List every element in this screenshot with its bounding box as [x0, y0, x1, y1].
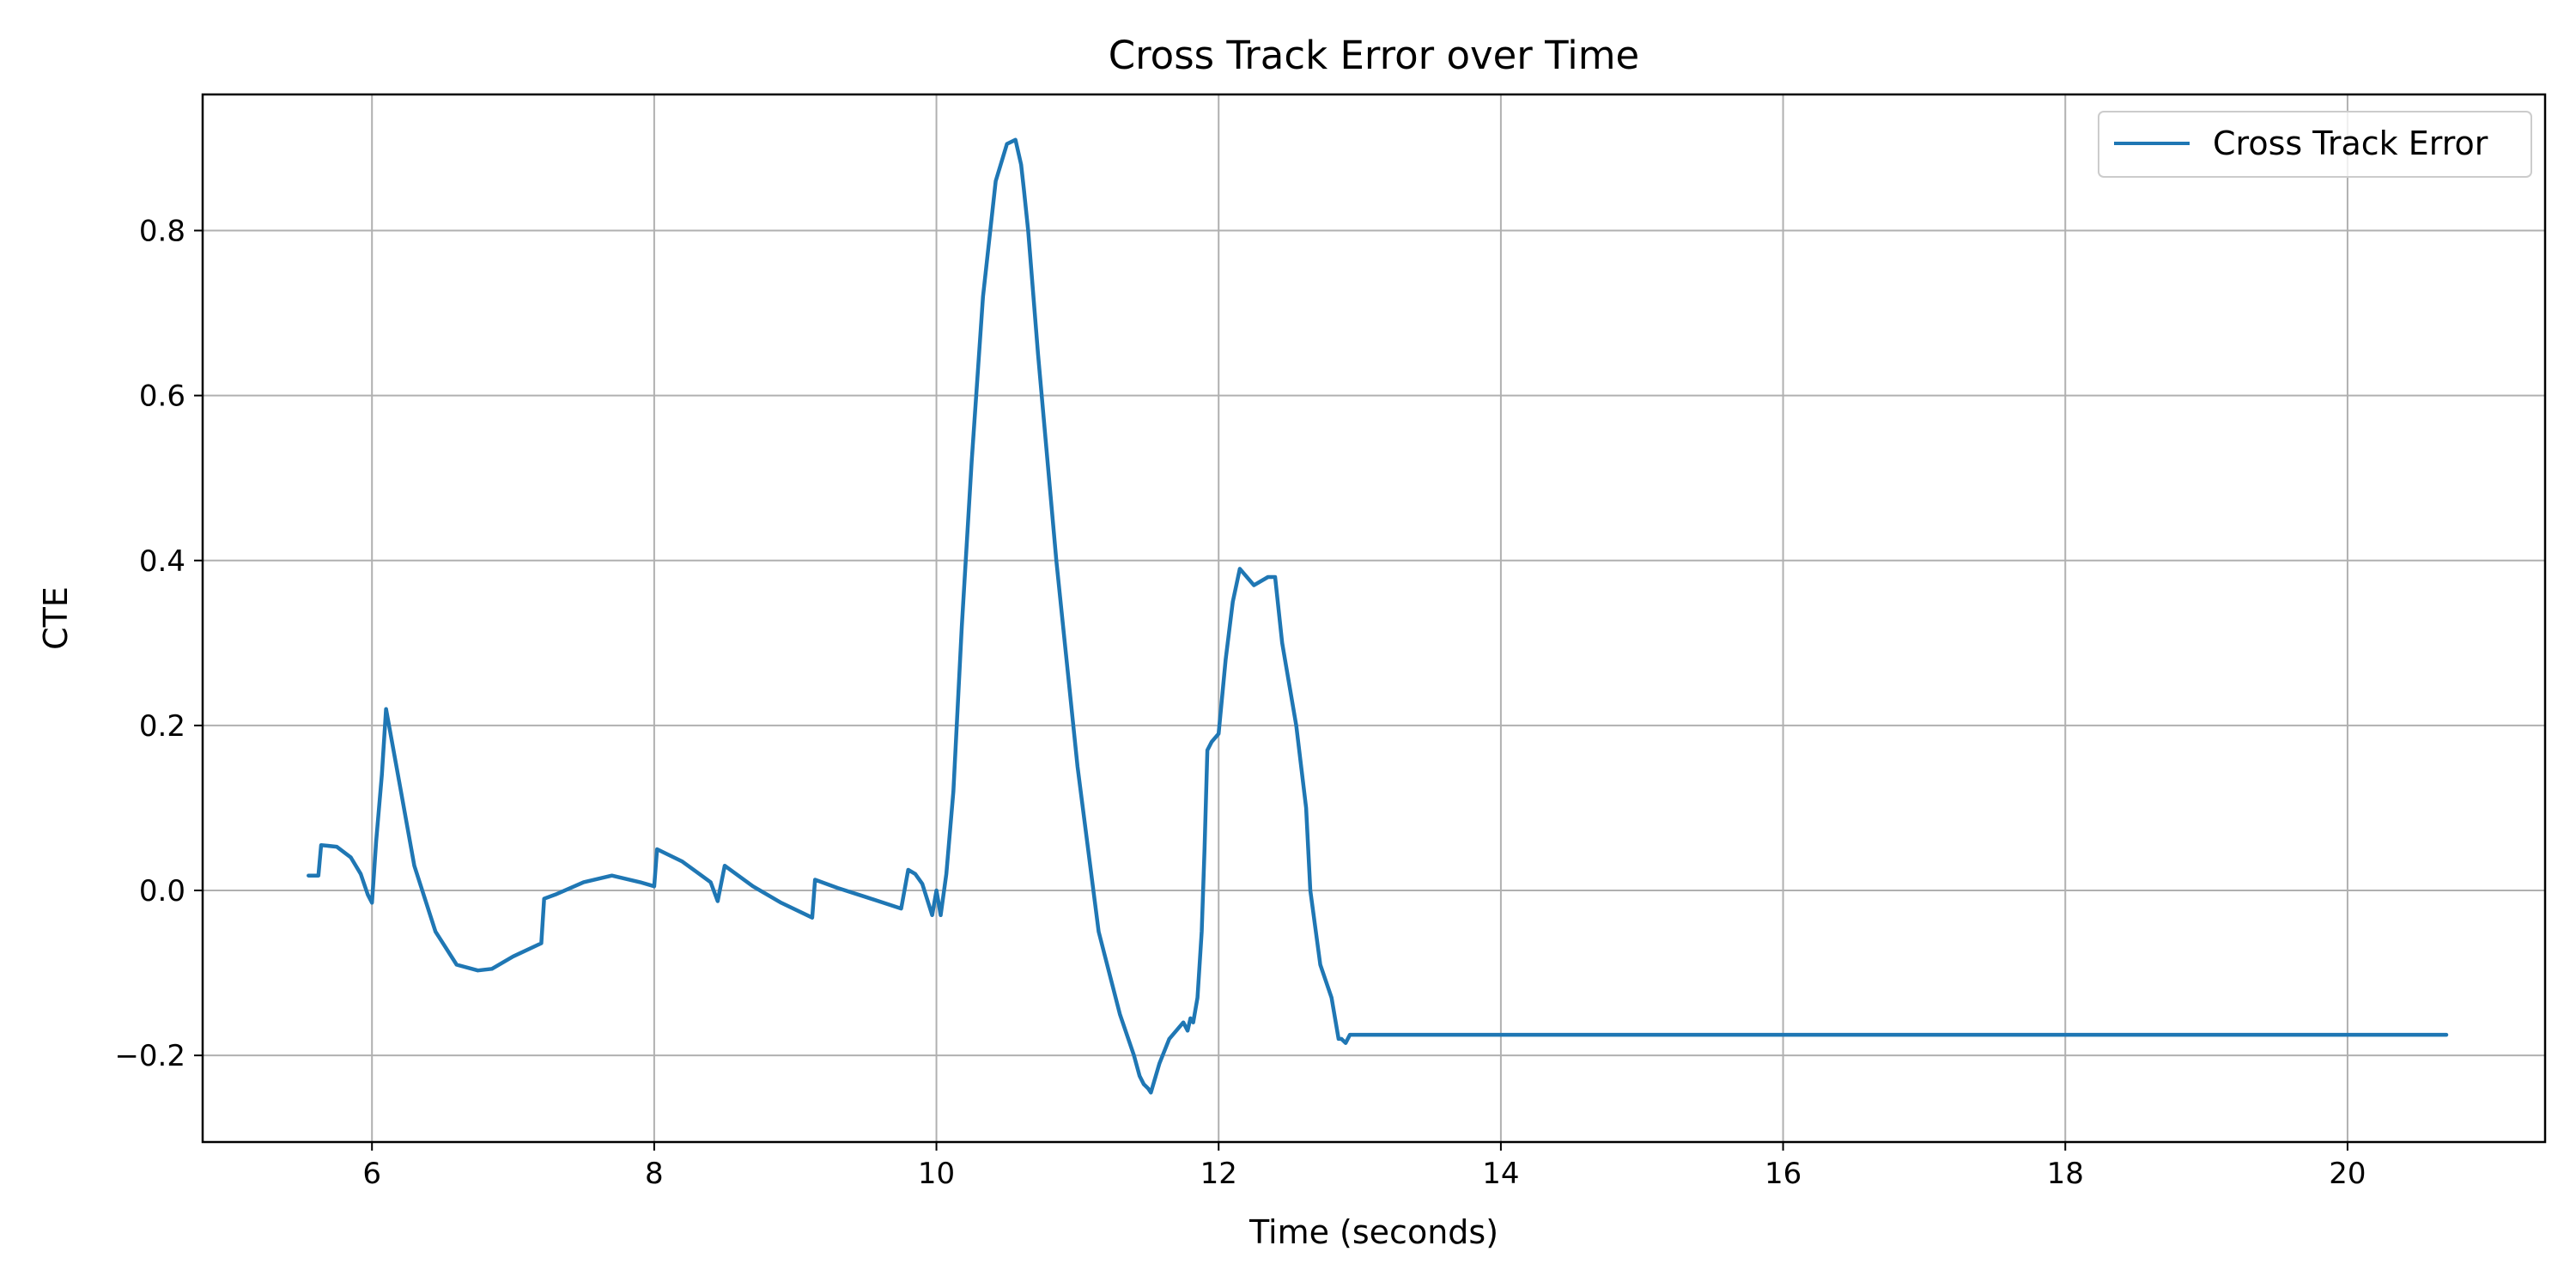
series-layer	[307, 137, 2449, 1095]
y-tick-label: −0.2	[114, 1039, 185, 1073]
grid-lines	[203, 94, 2545, 1142]
x-tick-label: 10	[918, 1157, 955, 1191]
y-tick-label: 0.4	[139, 544, 185, 579]
x-tick-label: 8	[645, 1157, 664, 1191]
x-tick-label: 20	[2329, 1157, 2366, 1191]
legend: Cross Track Error	[2098, 111, 2532, 178]
x-tick-label: 18	[2047, 1157, 2084, 1191]
x-tick-label: 6	[362, 1157, 381, 1191]
y-tick-label: 0.0	[139, 874, 185, 908]
chart-title: Cross Track Error over Time	[1109, 33, 1640, 78]
y-tick-label: 0.8	[139, 215, 185, 249]
axis-ticks: 6 8 10 12 14 16 18 20 −0.2 0.0 0.2 0.4 0.6 0.8	[114, 215, 2366, 1191]
x-tick-label: 14	[1482, 1157, 1519, 1191]
x-axis-label: Time (seconds)	[1249, 1213, 1498, 1251]
y-tick-label: 0.6	[139, 380, 185, 414]
y-axis-label: CTE	[37, 586, 75, 650]
series-line-cross-track-error	[307, 137, 2449, 1095]
plot-area-frame	[201, 93, 2547, 1144]
legend-series-label: Cross Track Error	[2213, 125, 2488, 162]
legend-box	[2098, 111, 2532, 178]
x-tick-label: 16	[1765, 1157, 1801, 1191]
x-tick-label: 12	[1200, 1157, 1237, 1191]
y-tick-label: 0.2	[139, 709, 185, 744]
